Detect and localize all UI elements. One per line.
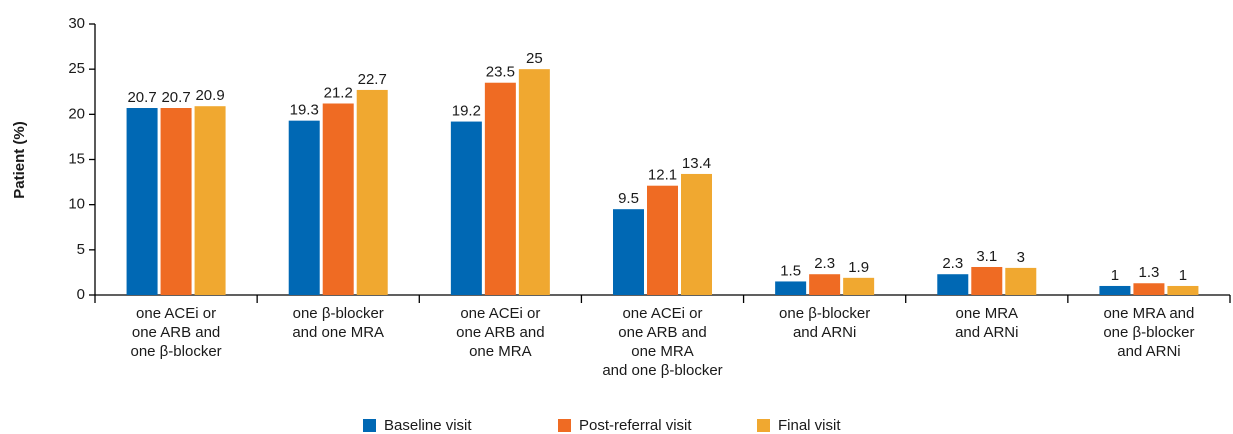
value-label: 20.7	[161, 89, 190, 106]
value-label: 19.3	[290, 102, 319, 119]
legend-label: Baseline visit	[384, 417, 472, 434]
value-label: 1	[1179, 267, 1187, 284]
x-tick-label: one MRA	[956, 305, 1019, 322]
bar	[971, 266, 1003, 295]
y-tick-label: 25	[68, 60, 85, 77]
value-label: 23.5	[486, 64, 515, 81]
x-tick-label: one β-blocker	[779, 305, 870, 322]
bar	[126, 108, 158, 295]
value-label: 12.1	[648, 167, 677, 184]
bar	[1099, 285, 1131, 295]
value-label: 3.1	[976, 248, 997, 265]
bar	[194, 106, 226, 295]
x-tick-label: and one MRA	[292, 324, 384, 341]
legend-label: Final visit	[778, 417, 841, 434]
x-tick-label: one ARB and	[456, 324, 544, 341]
x-tick-label: one MRA	[469, 343, 532, 360]
value-label: 1.5	[780, 262, 801, 279]
value-label: 20.7	[127, 89, 156, 106]
x-tick-label: and ARNi	[1117, 343, 1180, 360]
bar	[681, 173, 712, 295]
x-tick-label: one β-blocker	[1103, 324, 1194, 341]
value-label: 13.4	[682, 155, 711, 172]
legend-swatch	[363, 419, 376, 432]
bar	[1005, 267, 1037, 295]
x-tick-label: one ACEi or	[136, 305, 216, 322]
value-label: 21.2	[324, 84, 353, 101]
x-tick-label: one MRA and	[1103, 305, 1194, 322]
bar	[484, 82, 516, 295]
legend-swatch	[558, 419, 571, 432]
value-label: 22.7	[358, 71, 387, 88]
value-label: 20.9	[195, 87, 224, 104]
y-tick-label: 20	[68, 105, 85, 122]
value-label: 1.9	[848, 259, 869, 276]
value-label: 1	[1111, 267, 1119, 284]
x-tick-label: one β-blocker	[130, 343, 221, 360]
x-tick-label: one MRA	[631, 343, 694, 360]
value-label: 19.2	[452, 103, 481, 120]
x-tick-label: one ARB and	[618, 324, 706, 341]
bar	[322, 103, 354, 295]
bar	[356, 89, 388, 296]
x-tick-label: and one β-blocker	[602, 362, 722, 379]
legend-swatch	[757, 419, 770, 432]
value-label: 1.3	[1138, 264, 1159, 281]
x-tick-label: and ARNi	[793, 324, 856, 341]
bar	[450, 121, 482, 295]
bar	[843, 277, 875, 295]
x-tick-label: and ARNi	[955, 324, 1018, 341]
bar	[613, 209, 644, 295]
bar	[937, 274, 969, 295]
value-label: 3	[1017, 249, 1025, 266]
y-tick-label: 15	[68, 150, 85, 167]
bar	[160, 108, 192, 295]
x-tick-label: one ACEi or	[460, 305, 540, 322]
bar	[288, 120, 320, 295]
value-label: 2.3	[942, 255, 963, 272]
bar	[1133, 283, 1165, 295]
bar	[1167, 285, 1199, 295]
bar	[809, 274, 841, 295]
x-tick-label: one ACEi or	[622, 305, 702, 322]
y-tick-label: 30	[68, 15, 85, 32]
y-tick-label: 10	[68, 196, 85, 213]
value-label: 9.5	[618, 190, 639, 207]
value-label: 25	[526, 50, 543, 67]
bar	[518, 69, 550, 296]
legend-label: Post-referral visit	[579, 417, 692, 434]
y-tick-label: 0	[77, 286, 85, 303]
y-tick-label: 5	[77, 241, 85, 258]
bar	[647, 185, 678, 295]
x-tick-label: one β-blocker	[293, 305, 384, 322]
value-label: 2.3	[814, 255, 835, 272]
y-axis-label: Patient (%)	[11, 121, 28, 199]
x-tick-label: one ARB and	[132, 324, 220, 341]
bar	[775, 281, 807, 295]
